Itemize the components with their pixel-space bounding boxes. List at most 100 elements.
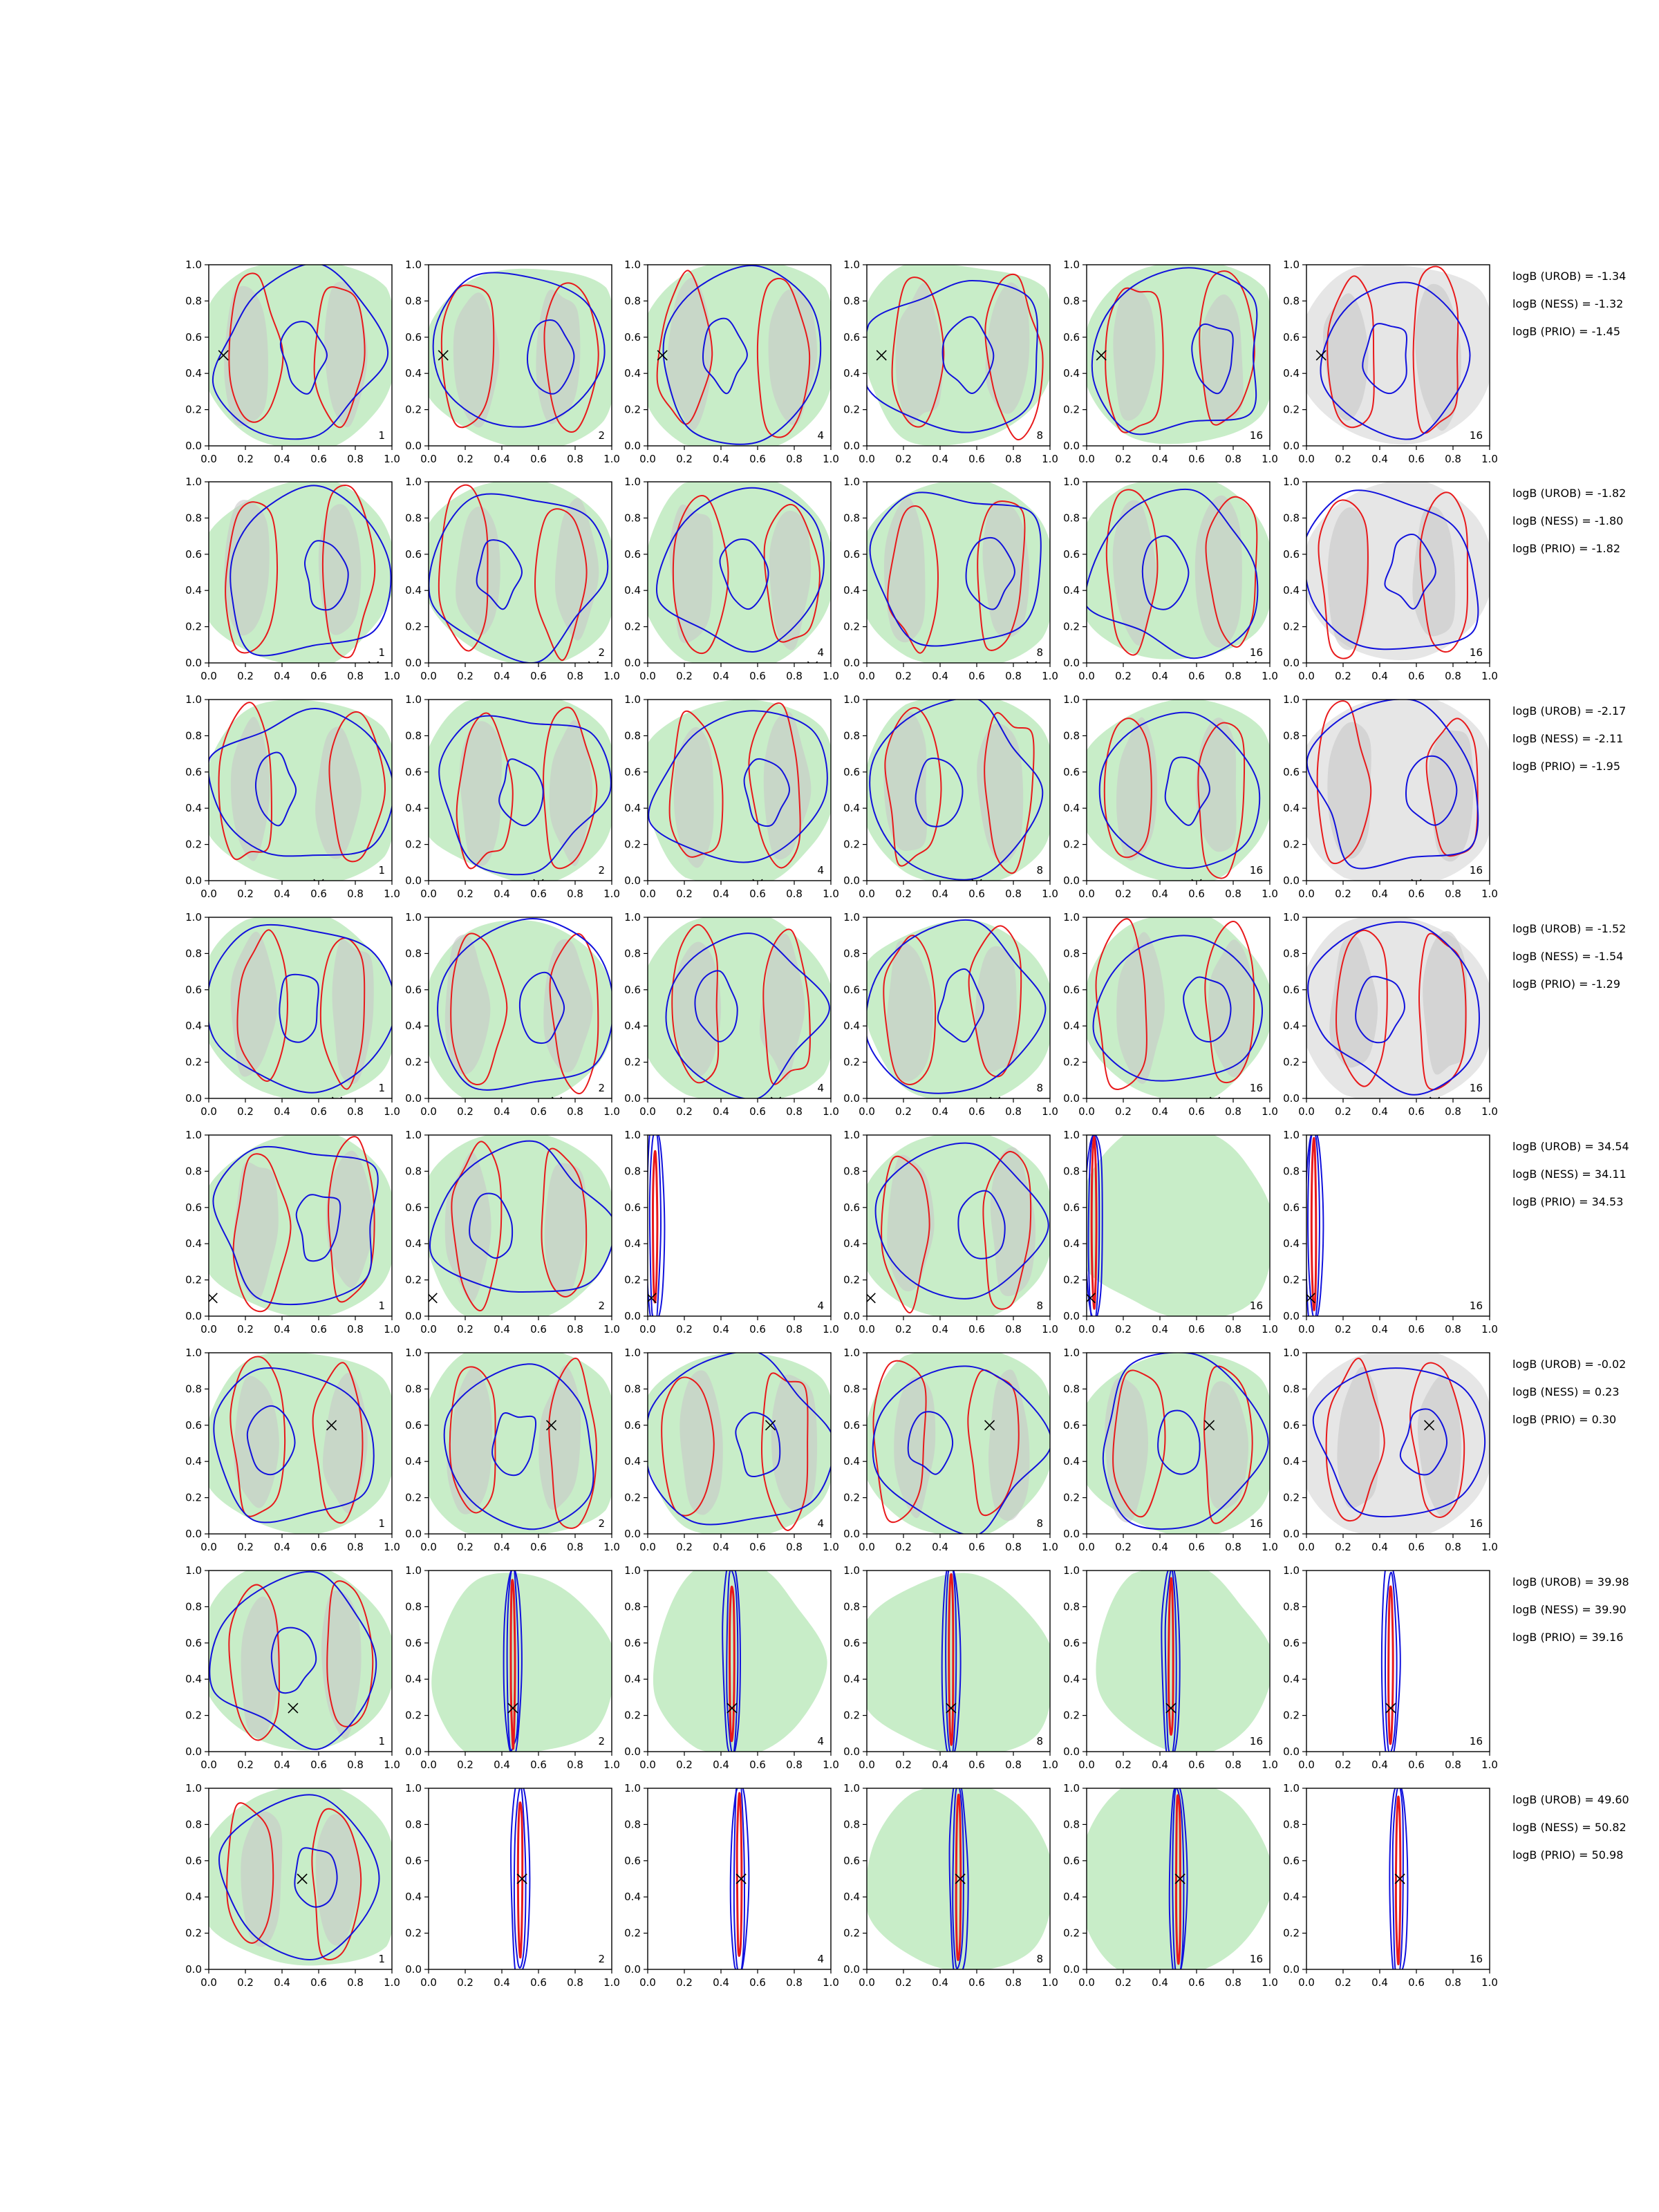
y-tick-label: 0.4 xyxy=(185,1673,202,1685)
density-fill xyxy=(209,1571,392,1751)
x-tick-label: 0.4 xyxy=(932,1105,948,1118)
density-fill-core xyxy=(1201,294,1244,424)
red-contour xyxy=(661,1376,715,1517)
x-tick-label: 0.2 xyxy=(676,1759,693,1771)
red-contour xyxy=(312,1362,364,1524)
density-fill-core xyxy=(769,510,812,650)
x-tick-label: 1.0 xyxy=(384,670,400,682)
x-tick-label: 1.0 xyxy=(1481,1976,1498,1989)
x-tick-label: 0.0 xyxy=(639,1105,656,1118)
x-tick-label: 1.0 xyxy=(823,1323,839,1335)
y-tick-label: 0.6 xyxy=(405,1637,422,1649)
red-contour xyxy=(1168,1577,1174,1736)
panel-label: 16 xyxy=(1470,1300,1483,1312)
x-tick-label: 0.2 xyxy=(1115,888,1132,900)
x-tick-label: 0.6 xyxy=(968,1105,985,1118)
red-contour xyxy=(236,929,288,1082)
x-tick-label: 1.0 xyxy=(384,1105,400,1118)
y-tick-label: 0.0 xyxy=(185,1745,202,1758)
y-tick-label: 0.2 xyxy=(405,1056,422,1069)
y-tick-label: 0.2 xyxy=(1283,621,1300,633)
x-tick-label: 0.4 xyxy=(1371,1759,1388,1771)
y-tick-label: 0.2 xyxy=(624,621,641,633)
y-tick-label: 1.0 xyxy=(1283,1347,1300,1359)
panel-r4-c3: 0.0 0.2 0.4 0.6 0.8 1.0 0.0 0.2 0.4 0.6 0.8 1.0 4 xyxy=(624,911,839,1118)
red-contour xyxy=(881,1155,930,1313)
y-tick-label: 0.0 xyxy=(1283,874,1300,887)
panel-label: 2 xyxy=(598,1953,605,1965)
y-tick-label: 1.0 xyxy=(1063,1782,1080,1794)
axes-frame xyxy=(1306,1134,1490,1317)
y-tick-label: 0.2 xyxy=(843,1492,860,1504)
y-tick-label: 0.0 xyxy=(843,1092,860,1105)
y-tick-label: 0.6 xyxy=(1283,766,1300,778)
blue-contour xyxy=(907,1411,954,1475)
logb-annotation: logB (PRIO) = -1.95 xyxy=(1512,760,1620,773)
y-tick-label: 1.0 xyxy=(624,1129,641,1141)
density-fill-core xyxy=(768,289,818,426)
red-contour xyxy=(671,924,720,1084)
y-tick-label: 0.0 xyxy=(185,440,202,452)
red-contour xyxy=(756,277,811,438)
axes-frame xyxy=(1306,699,1490,881)
y-tick-label: 0.0 xyxy=(1063,1310,1080,1322)
density-fill-core xyxy=(975,946,1018,1073)
y-tick-label: 0.2 xyxy=(624,1492,641,1504)
y-tick-label: 0.8 xyxy=(1283,294,1300,307)
y-tick-label: 0.6 xyxy=(843,1201,860,1214)
red-contour xyxy=(884,706,942,867)
y-tick-label: 0.6 xyxy=(843,1855,860,1867)
logb-annotation: logB (PRIO) = -1.45 xyxy=(1512,325,1620,338)
y-tick-label: 0.0 xyxy=(1283,440,1300,452)
blue-contour xyxy=(246,1405,296,1476)
panel-r5-c2: 0.0 0.2 0.4 0.6 0.8 1.0 0.0 0.2 0.4 0.6 0.8 1.0 2 xyxy=(405,1129,620,1335)
red-contour xyxy=(1316,700,1372,865)
y-tick-label: 0.6 xyxy=(1283,1419,1300,1432)
x-tick-label: 0.6 xyxy=(530,1759,547,1771)
y-tick-label: 0.0 xyxy=(1063,874,1080,887)
y-tick-label: 0.6 xyxy=(624,1419,641,1432)
y-tick-label: 0.8 xyxy=(1063,1382,1080,1395)
x-tick-label: 0.8 xyxy=(567,888,583,900)
y-tick-label: 1.0 xyxy=(843,476,860,488)
y-tick-label: 0.6 xyxy=(1283,984,1300,996)
x-tick-label: 0.4 xyxy=(932,1759,948,1771)
panel-r6-c3: 0.0 0.2 0.4 0.6 0.8 1.0 0.0 0.2 0.4 0.6 0.8 1.0 4 xyxy=(624,1347,839,1553)
density-fill-core xyxy=(673,941,722,1077)
x-tick-label: 0.8 xyxy=(1445,1976,1461,1989)
y-tick-label: 0.8 xyxy=(624,947,641,959)
y-tick-label: 0.4 xyxy=(843,1020,860,1032)
x-tick-label: 0.0 xyxy=(859,670,875,682)
y-tick-label: 0.6 xyxy=(1283,1201,1300,1214)
x-tick-label: 0.0 xyxy=(1078,888,1095,900)
x-tick-label: 0.2 xyxy=(1335,1976,1351,1989)
y-tick-label: 0.4 xyxy=(624,802,641,814)
x-tick-label: 0.2 xyxy=(1335,453,1351,465)
x-tick-label: 0.8 xyxy=(1225,1976,1241,1989)
x-tick-label: 1.0 xyxy=(384,1759,400,1771)
y-tick-label: 0.6 xyxy=(624,984,641,996)
x-tick-label: 1.0 xyxy=(603,1105,620,1118)
x-tick-label: 0.8 xyxy=(1225,1323,1241,1335)
density-fill-core xyxy=(224,285,268,427)
y-tick-label: 0.2 xyxy=(405,1492,422,1504)
red-contour xyxy=(1197,722,1246,879)
x-tick-label: 0.0 xyxy=(1078,670,1095,682)
blue-contour xyxy=(1312,1367,1486,1518)
logb-annotation: logB (UROB) = 34.54 xyxy=(1512,1140,1629,1153)
y-tick-label: 0.2 xyxy=(1283,838,1300,851)
x-tick-label: 0.4 xyxy=(1152,888,1168,900)
logb-annotation: logB (NESS) = -2.11 xyxy=(1512,732,1623,745)
x-tick-label: 1.0 xyxy=(1481,1105,1498,1118)
red-contour xyxy=(328,1136,375,1303)
x-tick-label: 0.2 xyxy=(1335,1323,1351,1335)
logb-annotation: logB (UROB) = 39.98 xyxy=(1512,1575,1629,1588)
x-tick-label: 0.4 xyxy=(932,453,948,465)
x-tick-label: 0.0 xyxy=(1078,1759,1095,1771)
x-tick-label: 0.0 xyxy=(1078,1323,1095,1335)
density-fill-core xyxy=(1428,730,1474,862)
x-tick-label: 0.6 xyxy=(310,1105,327,1118)
x-tick-label: 0.4 xyxy=(1371,1541,1388,1553)
blue-contour xyxy=(1098,711,1261,870)
axes-frame xyxy=(647,1134,832,1317)
